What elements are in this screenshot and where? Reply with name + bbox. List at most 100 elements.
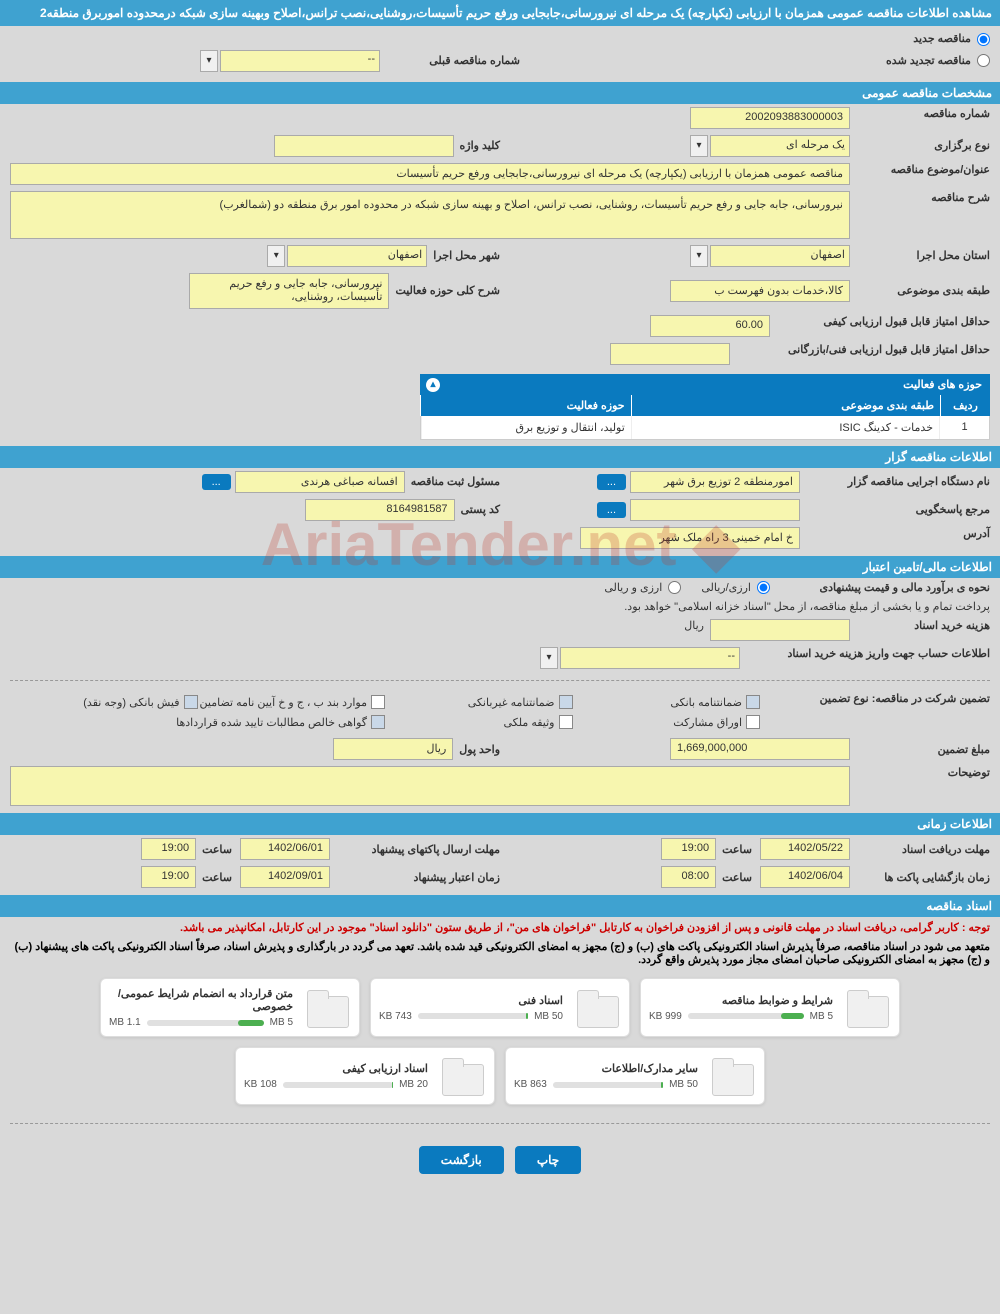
table-row: 1خدمات - کدینگ ISICتولید، انتقال و توزیع…: [420, 416, 990, 440]
subject-value: مناقصه عمومی همزمان با ارزیابی (یکپارچه)…: [10, 163, 850, 185]
file-size: 743 KB: [379, 1011, 412, 1022]
exec-label: نام دستگاه اجرایی مناقصه گزار: [800, 475, 990, 488]
file-card[interactable]: شرایط و ضوابط مناقصه 5 MB 999 KB: [640, 978, 900, 1037]
subject-label: عنوان/موضوع مناقصه: [850, 163, 990, 176]
file-title: متن قرارداد به انضمام شرایط عمومی/خصوصی: [109, 987, 293, 1013]
valid-time: 19:00: [141, 866, 196, 888]
account-label: اطلاعات حساب جهت واریز هزینه خرید اسناد: [740, 647, 990, 660]
notes-value[interactable]: [10, 766, 850, 806]
chk-bonds[interactable]: اوراق مشارکت: [573, 712, 761, 732]
activity-table-title: حوزه های فعالیت: [903, 379, 982, 391]
divider: [10, 1123, 990, 1124]
radio-new-label: مناقصه جدید: [913, 33, 971, 45]
chevron-down-icon[interactable]: ▾: [690, 245, 708, 267]
chevron-down-icon[interactable]: ▾: [200, 50, 218, 72]
reg-mgr-label: مسئول ثبت مناقصه: [405, 475, 500, 488]
cost-unit: ریال: [684, 619, 704, 632]
finance-note: پرداخت تمام و یا بخشی از مبلغ مناقصه، از…: [624, 600, 990, 613]
province-select[interactable]: اصفهان: [710, 245, 850, 267]
recv-date: 1402/05/22: [760, 838, 850, 860]
contact-label: مرجع پاسخگویی: [800, 503, 990, 516]
section-time: اطلاعات زمانی: [0, 813, 1000, 835]
chk-cash[interactable]: فیش بانکی (وجه نقد): [10, 692, 198, 712]
chevron-down-icon[interactable]: ▾: [540, 647, 558, 669]
file-title: سایر مدارک/اطلاعات: [514, 1062, 698, 1075]
class-label: طبقه بندی موضوعی: [850, 284, 990, 297]
guarantee-type-label: تضمین شرکت در مناقصه: نوع تضمین: [760, 692, 990, 705]
docs-notice-red: توجه : کاربر گرامی، دریافت اسناد در مهلت…: [0, 917, 1000, 938]
contact-more-button[interactable]: ...: [597, 502, 626, 518]
print-button[interactable]: چاپ: [515, 1146, 581, 1174]
radio-renewed-tender[interactable]: مناقصه تجدید شده: [540, 54, 990, 68]
file-cap: 50 MB: [534, 1011, 563, 1022]
min-quality-value: 60.00: [650, 315, 770, 337]
file-title: اسناد ارزیابی کیفی: [244, 1062, 428, 1075]
postal-label: کد پستی: [455, 503, 500, 516]
file-progress-bar: [553, 1082, 663, 1088]
chk-receivable[interactable]: گواهی خالص مطالبات تایید شده قراردادها: [10, 712, 385, 732]
section-docs: اسناد مناقصه: [0, 895, 1000, 917]
chevron-down-icon[interactable]: ▾: [267, 245, 285, 267]
desc-value: نیرورسانی، جابه جایی و رفع حریم تأسیسات،…: [10, 191, 850, 239]
send-label: مهلت ارسال پاکتهای پیشنهاد: [330, 843, 500, 856]
file-card[interactable]: اسناد فنی 50 MB 743 KB: [370, 978, 630, 1037]
files-grid: شرایط و ضوابط مناقصه 5 MB 999 KB اسناد ف…: [0, 968, 1000, 1115]
file-progress-bar: [418, 1013, 528, 1019]
file-card[interactable]: متن قرارداد به انضمام شرایط عمومی/خصوصی …: [100, 978, 360, 1037]
amount-label: مبلغ تضمین: [850, 743, 990, 756]
col-scope: حوزه فعالیت: [420, 395, 631, 416]
collapse-icon[interactable]: ▴: [426, 378, 440, 392]
currency-label: واحد پول: [453, 743, 500, 756]
section-general: مشخصات مناقصه عمومی: [0, 82, 1000, 104]
address-label: آدرس: [800, 527, 990, 540]
account-select[interactable]: --: [560, 647, 740, 669]
chevron-down-icon[interactable]: ▾: [690, 135, 708, 157]
folder-icon: [708, 1056, 756, 1096]
file-size: 108 KB: [244, 1079, 277, 1090]
radio-renewed-label: مناقصه تجدید شده: [886, 55, 971, 67]
file-cap: 20 MB: [399, 1079, 428, 1090]
type-label: نوع برگزاری: [850, 139, 990, 152]
city-select[interactable]: اصفهان: [287, 245, 427, 267]
chk-nonbank[interactable]: ضمانتنامه غیربانکی: [385, 692, 573, 712]
exec-more-button[interactable]: ...: [597, 474, 626, 490]
amount-value: 1,669,000,000: [670, 738, 850, 760]
class-value: کالا،خدمات بدون فهرست ب: [670, 280, 850, 302]
page-title: مشاهده اطلاعات مناقصه عمومی همزمان با ار…: [0, 0, 1000, 26]
back-button[interactable]: بازگشت: [419, 1146, 504, 1174]
section-org: اطلاعات مناقصه گزار: [0, 446, 1000, 468]
section-finance: اطلاعات مالی/تامین اعتبار: [0, 556, 1000, 578]
type-select[interactable]: یک مرحله ای: [710, 135, 850, 157]
prev-tender-select[interactable]: --: [220, 50, 380, 72]
file-size: 863 KB: [514, 1079, 547, 1090]
tender-no-label: شماره مناقصه: [850, 107, 990, 120]
recv-time-label: ساعت: [716, 843, 752, 856]
cost-input[interactable]: [710, 619, 850, 641]
file-card[interactable]: سایر مدارک/اطلاعات 50 MB 863 KB: [505, 1047, 765, 1105]
file-card[interactable]: اسناد ارزیابی کیفی 20 MB 108 KB: [235, 1047, 495, 1105]
radio-new-tender[interactable]: مناقصه جدید: [913, 33, 990, 45]
province-label: استان محل اجرا: [850, 249, 990, 262]
chk-items[interactable]: موارد بند ب ، ج و خ آیین نامه تضامین: [198, 692, 386, 712]
file-progress-bar: [688, 1013, 804, 1019]
radio-rial-forex[interactable]: ارزی و ریالی: [604, 581, 681, 595]
min-quality-label: حداقل امتیاز قابل قبول ارزیابی کیفی: [770, 315, 990, 328]
notes-label: توضیحات: [850, 766, 990, 779]
open-date: 1402/06/04: [760, 866, 850, 888]
file-title: اسناد فنی: [379, 994, 563, 1007]
currency-value: ریال: [333, 738, 453, 760]
postal-value: 8164981587: [305, 499, 455, 521]
recv-time: 19:00: [661, 838, 716, 860]
folder-icon: [438, 1056, 486, 1096]
keyword-label: کلید واژه: [454, 139, 500, 152]
chk-deed[interactable]: وثیقه ملکی: [385, 712, 573, 732]
send-date: 1402/06/01: [240, 838, 330, 860]
radio-rial[interactable]: ارزی/ریالی: [701, 581, 770, 595]
reg-mgr-more-button[interactable]: ...: [202, 474, 231, 490]
recv-label: مهلت دریافت اسناد: [850, 843, 990, 856]
keyword-input[interactable]: [274, 135, 454, 157]
divider: [10, 680, 990, 681]
chk-bank[interactable]: ضمانتنامه بانکی: [573, 692, 761, 712]
desc-label: شرح مناقصه: [850, 191, 990, 204]
valid-date: 1402/09/01: [240, 866, 330, 888]
